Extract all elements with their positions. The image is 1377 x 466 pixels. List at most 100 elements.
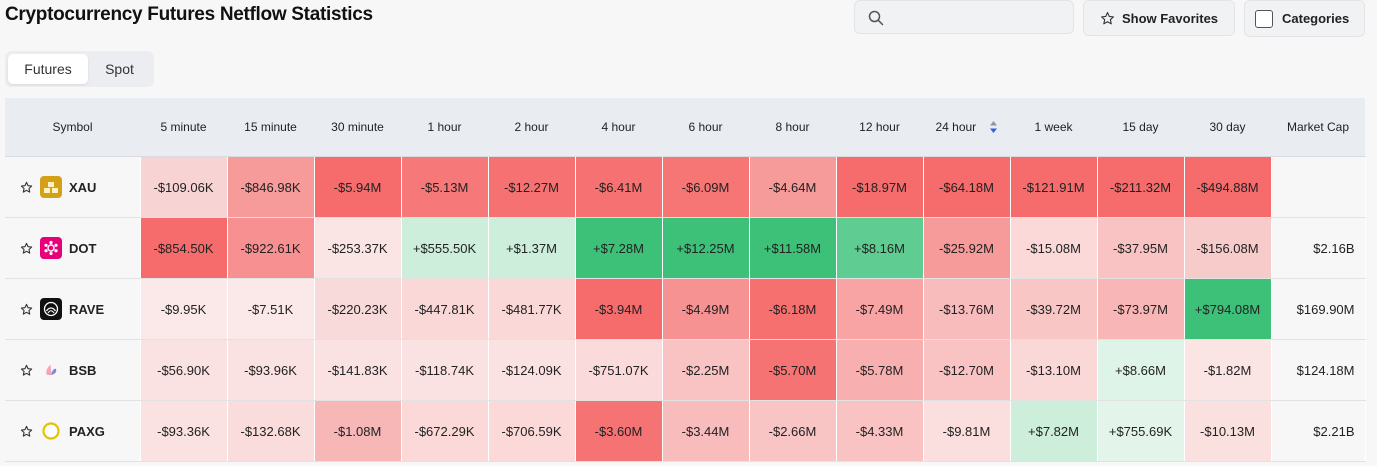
market-type-tabs: Futures Spot — [5, 51, 154, 87]
header-15-day[interactable]: 15 day — [1097, 98, 1184, 157]
netflow-cell: -$156.08M — [1184, 217, 1272, 279]
header-12-hour[interactable]: 12 hour — [836, 98, 923, 157]
netflow-cell: +$555.50K — [401, 217, 489, 279]
netflow-cell: -$12.27M — [488, 156, 576, 218]
show-favorites-button[interactable]: Show Favorites — [1083, 0, 1235, 36]
netflow-cell: -$6.18M — [749, 278, 837, 340]
search-input[interactable] — [854, 0, 1074, 34]
header-4-hour[interactable]: 4 hour — [575, 98, 662, 157]
symbol-name: DOT — [69, 240, 97, 256]
netflow-cell: -$121.91M — [1010, 156, 1098, 218]
netflow-cell: -$5.78M — [836, 339, 924, 401]
netflow-cell: -$4.33M — [836, 400, 924, 462]
netflow-cell: -$37.95M — [1097, 217, 1185, 279]
netflow-cell: -$141.83K — [314, 339, 402, 401]
symbol-cell[interactable]: PAXG — [5, 400, 141, 462]
categories-button[interactable]: Categories — [1244, 0, 1365, 37]
gold-bars-icon — [40, 176, 62, 198]
netflow-cell: -$13.10M — [1010, 339, 1098, 401]
netflow-cell: -$2.66M — [749, 400, 837, 462]
show-favorites-label: Show Favorites — [1121, 10, 1219, 26]
favorite-star-icon[interactable] — [20, 364, 33, 377]
symbol-cell[interactable]: BSB — [5, 339, 141, 401]
header-15-minute[interactable]: 15 minute — [227, 98, 314, 157]
netflow-cell: -$18.97M — [836, 156, 924, 218]
symbol-cell[interactable]: RAVE — [5, 278, 141, 340]
header-5-minute[interactable]: 5 minute — [140, 98, 227, 157]
netflow-cell: -$2.25M — [662, 339, 750, 401]
netflow-cell: -$93.36K — [140, 400, 228, 462]
netflow-cell: -$7.49M — [836, 278, 924, 340]
netflow-cell: -$672.29K — [401, 400, 489, 462]
table-row[interactable]: DOT -$854.50K -$922.61K -$253.37K +$555.50K +… — [5, 217, 1366, 279]
header-symbol[interactable]: Symbol — [5, 98, 140, 157]
netflow-cell: -$5.94M — [314, 156, 402, 218]
netflow-cell: -$56.90K — [140, 339, 228, 401]
netflow-cell: -$6.41M — [575, 156, 663, 218]
header-30-day[interactable]: 30 day — [1184, 98, 1271, 157]
market-cap-cell: $124.18M — [1271, 339, 1366, 401]
header-6-hour[interactable]: 6 hour — [662, 98, 749, 157]
netflow-cell: -$494.88M — [1184, 156, 1272, 218]
netflow-cell: -$64.18M — [923, 156, 1011, 218]
netflow-cell: -$124.09K — [488, 339, 576, 401]
netflow-cell: +$11.58M — [749, 217, 837, 279]
header-market-cap[interactable]: Market Cap — [1271, 98, 1365, 157]
netflow-cell: -$5.70M — [749, 339, 837, 401]
polkadot-icon — [40, 237, 62, 259]
netflow-cell: -$9.95K — [140, 278, 228, 340]
netflow-cell: -$846.98K — [227, 156, 315, 218]
netflow-cell: -$1.82M — [1184, 339, 1272, 401]
netflow-cell: +$12.25M — [662, 217, 750, 279]
market-cap-cell: $2.21B — [1271, 400, 1366, 462]
header-1-hour[interactable]: 1 hour — [401, 98, 488, 157]
table-row[interactable]: BSB -$56.90K -$93.96K -$141.83K -$118.74K -$1… — [5, 339, 1366, 401]
symbol-cell[interactable]: XAU — [5, 156, 141, 218]
header-30-minute[interactable]: 30 minute — [314, 98, 401, 157]
table-row[interactable]: RAVE -$9.95K -$7.51K -$220.23K -$447.81K -$48… — [5, 278, 1366, 340]
netflow-cell: -$211.32M — [1097, 156, 1185, 218]
netflow-cell: -$73.97M — [1097, 278, 1185, 340]
netflow-cell: -$118.74K — [401, 339, 489, 401]
header-1-week[interactable]: 1 week — [1010, 98, 1097, 157]
netflow-cell: -$922.61K — [227, 217, 315, 279]
netflow-cell: -$6.09M — [662, 156, 750, 218]
netflow-cell: +$8.66M — [1097, 339, 1185, 401]
market-cap-cell: $169.90M — [1271, 278, 1366, 340]
favorite-star-icon[interactable] — [20, 242, 33, 255]
table-row[interactable]: XAU -$109.06K -$846.98K -$5.94M -$5.13M -$12.… — [5, 156, 1366, 218]
netflow-cell: -$5.13M — [401, 156, 489, 218]
favorite-star-icon[interactable] — [20, 303, 33, 316]
table-row[interactable]: PAXG -$93.36K -$132.68K -$1.08M -$672.29K -$7… — [5, 400, 1366, 462]
netflow-cell: -$7.51K — [227, 278, 315, 340]
market-cap-cell — [1271, 156, 1366, 218]
netflow-cell: -$39.72M — [1010, 278, 1098, 340]
symbol-cell[interactable]: DOT — [5, 217, 141, 279]
sort-icon[interactable] — [989, 120, 998, 134]
netflow-cell: +$1.37M — [488, 217, 576, 279]
categories-label: Categories — [1282, 11, 1350, 26]
tab-futures[interactable]: Futures — [8, 54, 88, 84]
netflow-table: Symbol 5 minute 15 minute 30 minute 1 ho… — [5, 98, 1366, 462]
netflow-cell: -$13.76M — [923, 278, 1011, 340]
netflow-cell: -$132.68K — [227, 400, 315, 462]
netflow-cell: +$794.08M — [1184, 278, 1272, 340]
netflow-cell: -$220.23K — [314, 278, 402, 340]
netflow-cell: -$25.92M — [923, 217, 1011, 279]
header-8-hour[interactable]: 8 hour — [749, 98, 836, 157]
netflow-cell: -$447.81K — [401, 278, 489, 340]
favorite-star-icon[interactable] — [20, 425, 33, 438]
netflow-cell: -$109.06K — [140, 156, 228, 218]
header-2-hour[interactable]: 2 hour — [488, 98, 575, 157]
header-24-hour[interactable]: 24 hour — [923, 98, 1010, 157]
netflow-cell: -$4.64M — [749, 156, 837, 218]
netflow-cell: -$15.08M — [1010, 217, 1098, 279]
tab-spot[interactable]: Spot — [105, 61, 134, 77]
netflow-cell: -$93.96K — [227, 339, 315, 401]
paxg-coin-icon — [40, 420, 62, 442]
netflow-cell: -$751.07K — [575, 339, 663, 401]
netflow-cell: -$10.13M — [1184, 400, 1272, 462]
symbol-name: PAXG — [69, 423, 105, 439]
categories-checkbox[interactable] — [1255, 9, 1273, 28]
favorite-star-icon[interactable] — [20, 181, 33, 194]
